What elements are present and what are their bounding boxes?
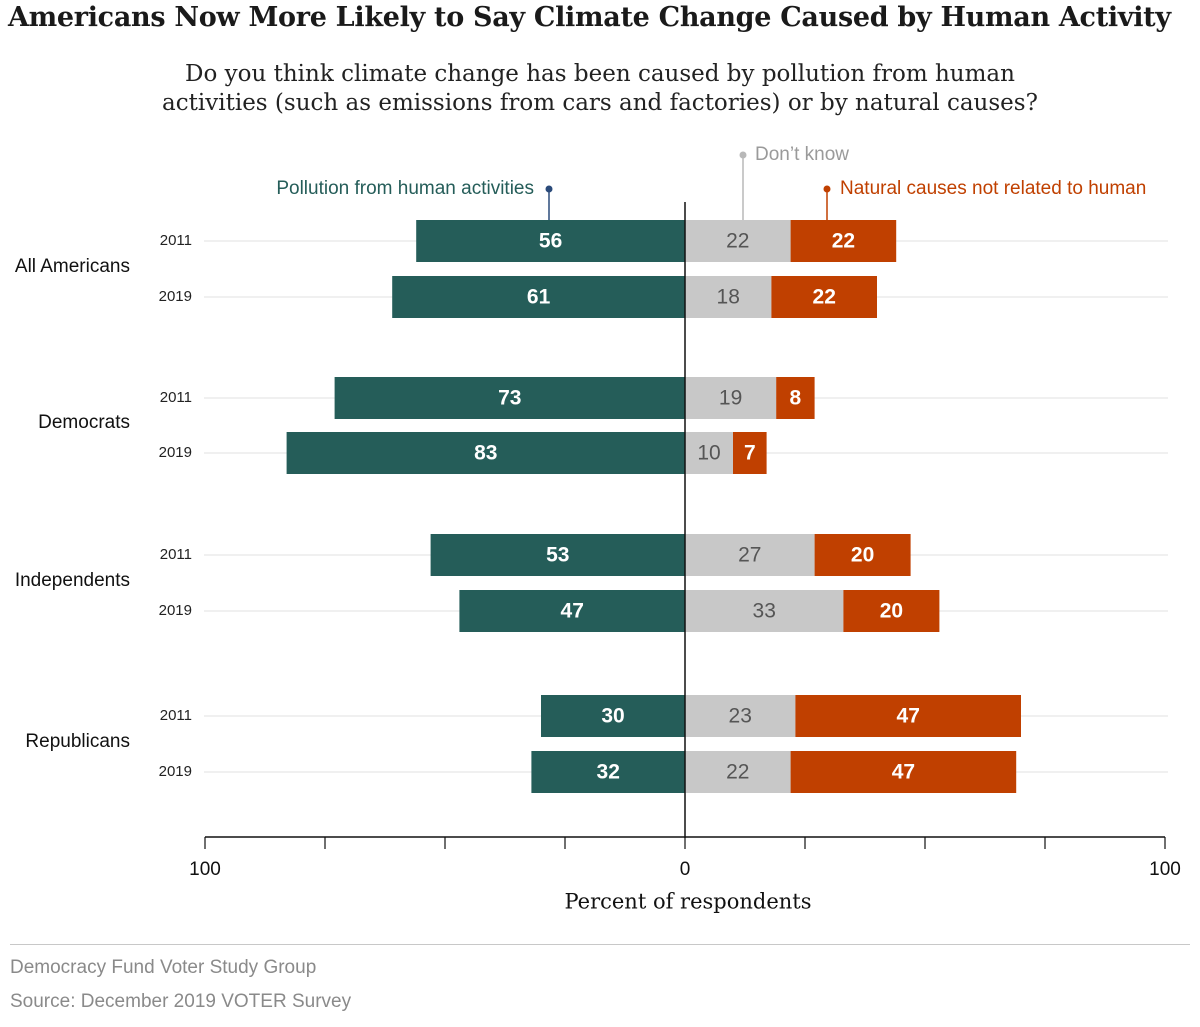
value-label-dont-know: 10 (697, 442, 720, 465)
chart-subtitle: Do you think climate change has been cau… (0, 60, 1200, 118)
legend-dot-human (545, 185, 553, 193)
value-label-natural: 20 (880, 600, 903, 623)
x-tick-label: 100 (189, 859, 221, 880)
bar-human (416, 220, 685, 262)
value-label-dont-know: 18 (717, 286, 740, 309)
bar-human (392, 276, 685, 318)
bar-dont-know (685, 276, 772, 318)
bar-natural (733, 432, 767, 474)
footer-source: Source: December 2019 VOTER Survey (10, 991, 352, 1012)
bar-natural (843, 590, 940, 632)
year-label: 2019 (159, 763, 192, 780)
year-label: 2019 (159, 288, 192, 305)
value-label-human: 30 (601, 705, 624, 728)
year-label: 2011 (160, 546, 192, 563)
bar-dont-know (685, 377, 777, 419)
footer-divider (10, 944, 1190, 945)
legend-dot-natural (823, 185, 831, 193)
value-label-natural: 7 (744, 442, 756, 465)
value-label-dont-know: 33 (753, 600, 776, 623)
x-axis-title: Percent of respondents (564, 890, 811, 914)
year-label: 2011 (160, 232, 192, 249)
footer-org: Democracy Fund Voter Study Group (10, 957, 317, 978)
chart-title: Americans Now More Likely to Say Climate… (8, 2, 1171, 33)
value-label-dont-know: 19 (719, 387, 742, 410)
bar-dont-know (685, 534, 815, 576)
group-label: All Americans (15, 256, 130, 277)
value-label-dont-know: 22 (726, 761, 749, 784)
value-label-natural: 20 (851, 544, 874, 567)
value-label-human: 61 (527, 286, 551, 309)
value-label-natural: 22 (813, 286, 836, 309)
bar-natural (771, 276, 877, 318)
bar-human (286, 432, 685, 474)
year-label: 2019 (159, 444, 192, 461)
value-label-human: 56 (539, 230, 562, 253)
group-label: Republicans (25, 731, 130, 752)
group-label: Independents (15, 570, 130, 591)
bar-dont-know (685, 751, 791, 793)
legend-dot-dont-know (739, 151, 747, 159)
legend-label-natural: Natural causes not related to human (840, 178, 1146, 199)
value-label-dont-know: 22 (726, 230, 749, 253)
legend-label-dont-know: Don’t know (755, 144, 849, 165)
bar-dont-know (685, 695, 796, 737)
bar-natural (795, 695, 1021, 737)
x-tick-label: 0 (680, 859, 691, 880)
value-label-human: 53 (546, 544, 569, 567)
bar-human (541, 695, 685, 737)
year-label: 2011 (160, 707, 192, 724)
bar-dont-know (685, 220, 791, 262)
bar-natural (814, 534, 911, 576)
bar-human (430, 534, 685, 576)
value-label-human: 32 (597, 761, 620, 784)
value-label-dont-know: 23 (729, 705, 752, 728)
bar-human (459, 590, 685, 632)
bar-dont-know (685, 432, 733, 474)
bar-natural (776, 377, 815, 419)
value-label-natural: 22 (832, 230, 855, 253)
bar-natural (790, 751, 1017, 793)
subtitle-line-1: Do you think climate change has been cau… (185, 61, 1015, 87)
year-label: 2019 (159, 602, 192, 619)
bar-dont-know (685, 590, 844, 632)
value-label-natural: 8 (790, 387, 802, 410)
value-label-human: 73 (498, 387, 521, 410)
group-label: Democrats (38, 412, 130, 433)
year-label: 2011 (160, 389, 192, 406)
bar-natural (790, 220, 897, 262)
value-label-natural: 47 (897, 705, 920, 728)
x-tick-label: 100 (1149, 859, 1181, 880)
value-label-dont-know: 27 (738, 544, 761, 567)
value-label-human: 83 (474, 442, 497, 465)
legend-label-human: Pollution from human activities (276, 178, 534, 199)
value-label-natural: 47 (892, 761, 915, 784)
subtitle-line-2: activities (such as emissions from cars … (162, 90, 1038, 116)
bar-human (531, 751, 685, 793)
value-label-human: 47 (561, 600, 584, 623)
bar-human (334, 377, 685, 419)
